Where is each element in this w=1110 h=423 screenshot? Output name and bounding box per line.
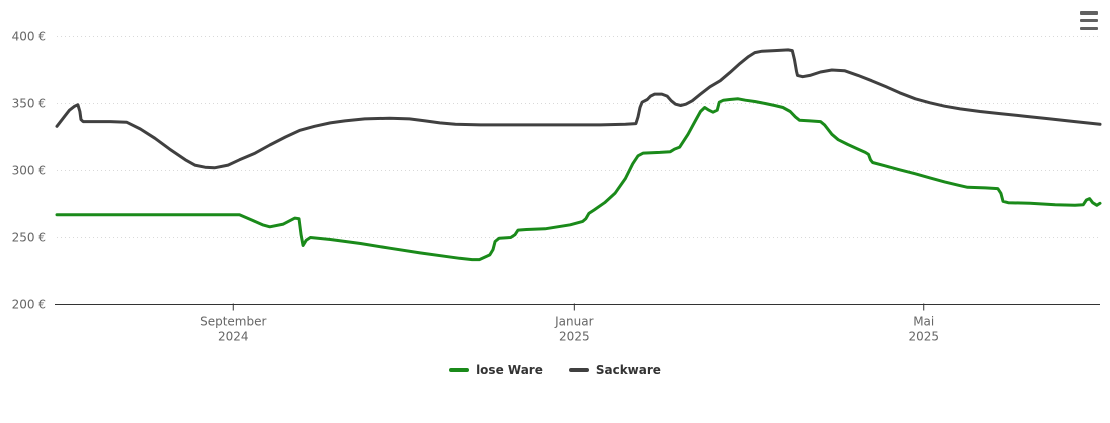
legend-item-lose-ware[interactable]: lose Ware <box>449 363 543 377</box>
series-line-sackware <box>55 48 1102 170</box>
hamburger-icon <box>1080 26 1098 30</box>
y-axis-label: 300 € <box>12 164 46 178</box>
legend-marker-icon <box>568 368 589 372</box>
chart-menu-button[interactable] <box>1080 11 1098 30</box>
legend-marker-icon <box>449 368 470 372</box>
hamburger-icon <box>1080 18 1098 23</box>
y-axis-label: 250 € <box>12 231 46 245</box>
y-axis-label: 200 € <box>12 298 46 312</box>
x-axis-label: 2025 <box>559 330 590 344</box>
x-axis-label: Januar <box>554 315 593 329</box>
hamburger-icon <box>1080 11 1098 15</box>
y-axis-label: 400 € <box>12 30 46 44</box>
x-axis-label: 2025 <box>908 330 939 344</box>
chart-legend: lose Ware Sackware <box>0 363 1110 377</box>
x-axis-label: 2024 <box>218 330 249 344</box>
legend-item-sackware[interactable]: Sackware <box>568 363 661 377</box>
series-line-lose-ware <box>55 97 1102 262</box>
x-axis-label: Mai <box>913 315 934 329</box>
y-axis-label: 350 € <box>12 97 46 111</box>
legend-label: Sackware <box>595 363 661 377</box>
x-axis-label: September <box>200 315 266 329</box>
legend-label: lose Ware <box>476 363 543 377</box>
